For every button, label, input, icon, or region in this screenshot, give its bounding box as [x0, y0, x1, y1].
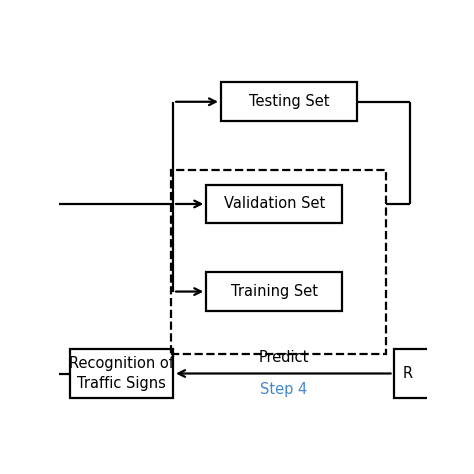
Bar: [206, 185, 342, 223]
Bar: [70, 349, 173, 398]
Bar: [393, 349, 438, 398]
Bar: [171, 170, 386, 355]
Text: Validation Set: Validation Set: [224, 196, 325, 211]
Bar: [206, 272, 342, 310]
Text: Testing Set: Testing Set: [248, 94, 329, 109]
Text: Predict: Predict: [258, 350, 309, 365]
Text: R: R: [403, 366, 413, 381]
Text: Training Set: Training Set: [231, 284, 318, 299]
Bar: [221, 82, 357, 121]
Text: Recognition of
Traffic Signs: Recognition of Traffic Signs: [69, 356, 174, 391]
Text: Step 4: Step 4: [260, 382, 307, 397]
